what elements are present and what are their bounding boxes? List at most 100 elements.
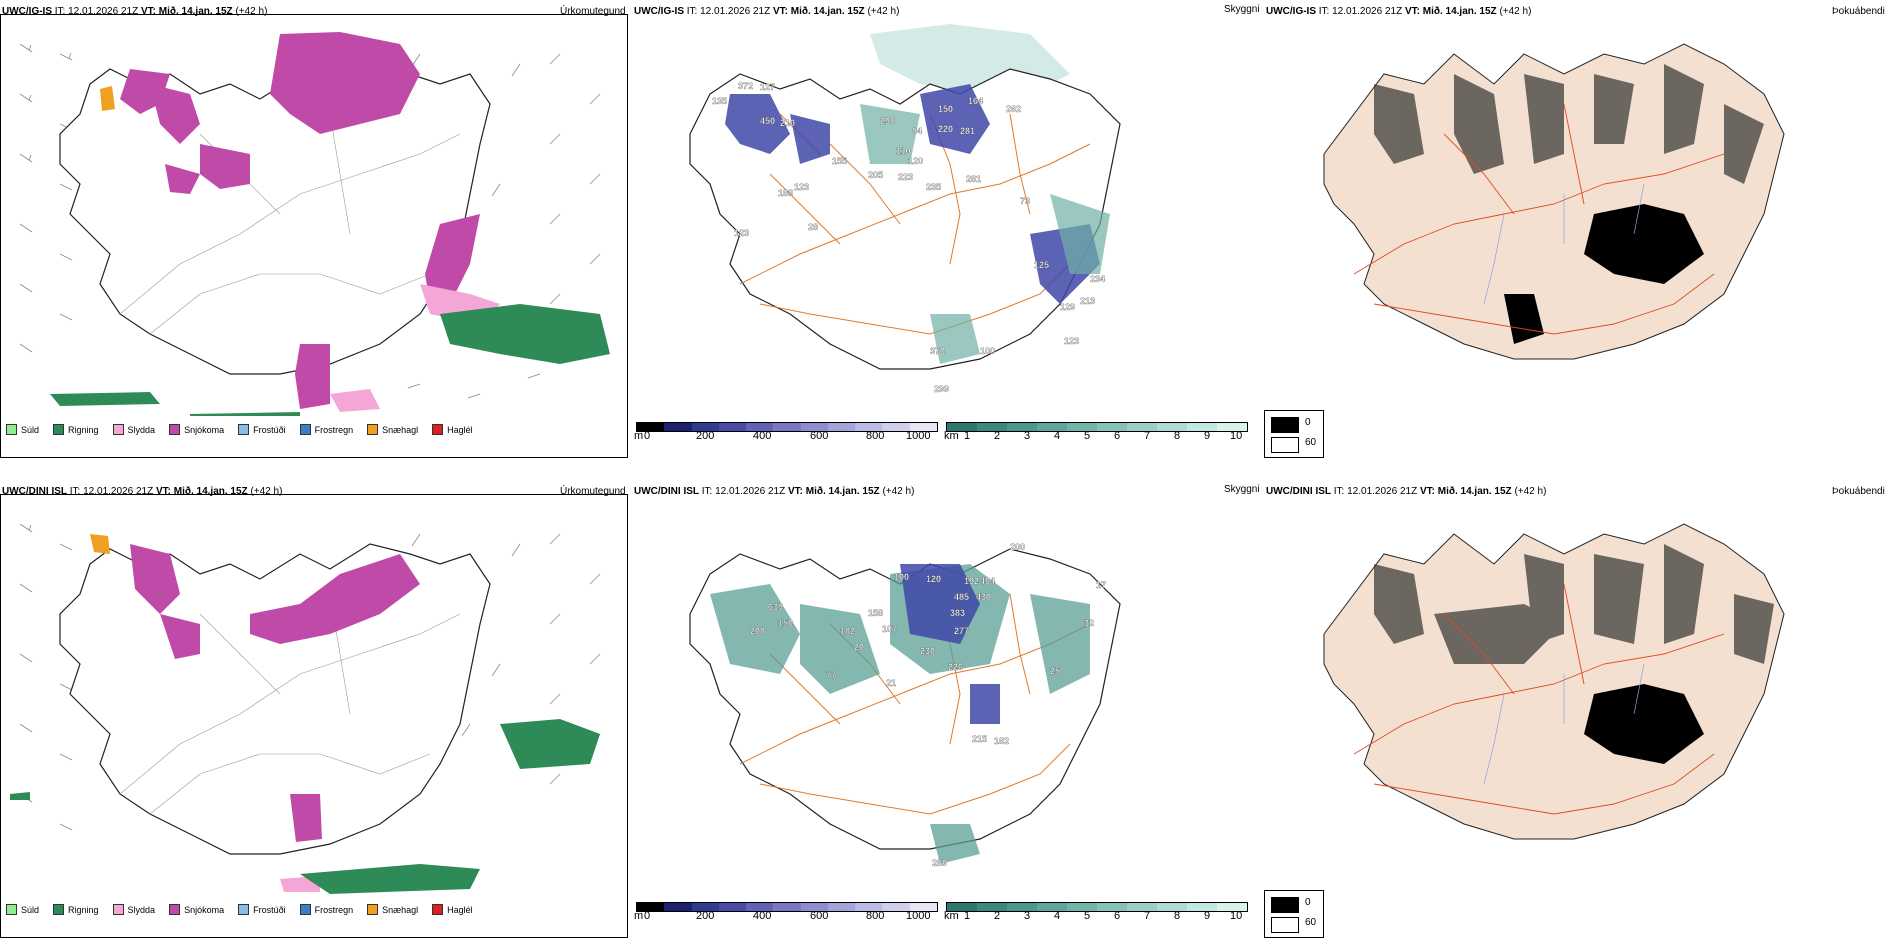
init-label: IT: [54, 6, 66, 17]
colorbar-tick: 800 [866, 430, 885, 442]
ceiling-value: 639 [768, 602, 783, 612]
ceiling-value: 192 [964, 576, 979, 586]
ceiling-value: 298 [880, 116, 895, 126]
model-name: UWC/DINI ISL [2, 486, 67, 497]
ceiling-value: 123 [794, 182, 809, 192]
lead-time: (+42 h) [250, 486, 283, 497]
ceiling-value: 230 [920, 646, 935, 656]
init-time: 12.01.2026 21Z [1332, 6, 1403, 17]
legend-label: Haglél [447, 424, 473, 435]
colorbar-tick: 1 [964, 430, 971, 442]
ceiling-value: 100 [894, 572, 909, 582]
init-label: IT: [1333, 486, 1345, 497]
ceiling-value: 84 [912, 126, 922, 136]
legend-item: Haglél [432, 424, 473, 435]
ceiling-value: 182 [840, 626, 855, 636]
ceiling-value: 135 [712, 96, 727, 106]
init-label: IT: [701, 486, 713, 497]
valid-label: VT: [140, 6, 156, 17]
valid-time: Mið. 14.jan. 15Z [1437, 486, 1512, 497]
valid-label: VT: [155, 486, 171, 497]
colorbar-tick: 8 [1174, 910, 1181, 922]
road-lines [119, 593, 461, 815]
lead-time: (+42 h) [882, 486, 915, 497]
ceiling-value: 281 [966, 174, 981, 184]
colorbar-tick: 4 [1054, 910, 1061, 922]
ice-pellets-area [100, 86, 115, 111]
lead-time: (+42 h) [1514, 486, 1547, 497]
road-lines [119, 113, 461, 335]
ceiling-value: 430 [976, 592, 991, 602]
colorbar-tick: 200 [696, 430, 715, 442]
ceiling-value: 127 [760, 82, 775, 92]
ceiling-map: 200 639 150 100 120 158 192 404 485 430 … [689, 542, 1121, 868]
fog-dark-areas [1374, 544, 1774, 664]
legend-item: Súld [6, 424, 39, 435]
legend-item: Snæhagl [367, 424, 418, 435]
ceiling-value: 223 [898, 172, 913, 182]
init-label: IT: [1318, 6, 1330, 17]
legend-item: Frostúði [238, 904, 286, 915]
product-label: Þokuábendi [1832, 486, 1885, 497]
ceiling-value: 120 [926, 574, 941, 584]
valid-time: Mið. 14.jan. 15Z [173, 486, 248, 497]
valid-label: VT: [787, 486, 803, 497]
ceiling-value: 370 [930, 346, 945, 356]
legend-item: Snjókoma [169, 424, 224, 435]
fog-legend: 0 60 [1264, 410, 1324, 458]
visibility-colorbar-strip [946, 422, 1248, 432]
rain-areas [50, 304, 610, 416]
ceiling-value: 372 [738, 81, 753, 91]
legend-swatch [112, 424, 124, 435]
colorbar-tick: 600 [810, 910, 829, 922]
legend-swatch [238, 904, 250, 915]
init-label: IT: [686, 6, 698, 17]
init-time: 12.01.2026 21Z [68, 6, 139, 17]
legend-label: Snjókoma [184, 424, 225, 435]
ceiling-value: 129 [1060, 302, 1075, 312]
ceiling-value: 226 [948, 662, 963, 672]
ceiling-value: 20 [854, 642, 864, 652]
colorbar-tick: 400 [753, 430, 772, 442]
ceiling-value: 289 [932, 858, 947, 868]
panel-title: UWC/IG-IS IT: 12.01.2026 21Z VT: Mið. 14… [634, 6, 899, 17]
model-name: UWC/IG-IS [2, 6, 52, 17]
colorbar-tick: 6 [1114, 430, 1121, 442]
ceiling-value: 450 [760, 116, 775, 126]
fog-dark-areas [1374, 64, 1764, 184]
fog-legend-swatch [1271, 897, 1299, 913]
panel-ceiling-top: UWC/IG-IS IT: 12.01.2026 21Z VT: Mið. 14… [630, 0, 1260, 458]
fog-legend-swatch [1271, 437, 1299, 453]
iceland-outline [59, 63, 491, 375]
legend-label: Frostregn [314, 424, 354, 435]
glacier-fog [1584, 204, 1704, 284]
legend-label: Snjókoma [184, 904, 225, 915]
fog-legend-swatch [1271, 917, 1299, 933]
init-time: 12.01.2026 21Z [700, 6, 771, 17]
panel-title: UWC/DINI ISL IT: 12.01.2026 21Z VT: Mið.… [634, 486, 914, 497]
panel-title: UWC/DINI ISL IT: 12.01.2026 21Z VT: Mið.… [2, 486, 282, 497]
ceiling-value: 107 [882, 624, 897, 634]
colorbar-tick: 400 [753, 910, 772, 922]
ceiling-value: 150 [938, 104, 953, 114]
precip-map [19, 32, 610, 416]
legend-item: Slydda [112, 904, 155, 915]
legend-label: Frostregn [314, 904, 354, 915]
ceiling-value: 208 [750, 626, 765, 636]
visibility-colorbar-strip [946, 902, 1248, 912]
legend-item: Haglél [432, 904, 473, 915]
colorbar-tick: 1000 [906, 910, 931, 922]
legend-swatch [299, 424, 311, 435]
legend-swatch [432, 904, 444, 915]
ceiling-value: 110 [896, 146, 911, 156]
legend-swatch [169, 424, 181, 435]
valid-time: Mið. 14.jan. 15Z [790, 6, 865, 17]
product-label: Skyggni [1224, 484, 1260, 495]
ceiling-value: 32 [1084, 618, 1094, 628]
colorbar-tick: 800 [866, 910, 885, 922]
colorbar-tick: 5 [1084, 910, 1091, 922]
ceiling-values: 200 639 150 100 120 158 192 404 485 430 … [750, 542, 1106, 868]
ceiling-value: 210 [780, 118, 795, 128]
colorbar-tick: 7 [1144, 910, 1151, 922]
lead-time: (+42 h) [867, 6, 900, 17]
